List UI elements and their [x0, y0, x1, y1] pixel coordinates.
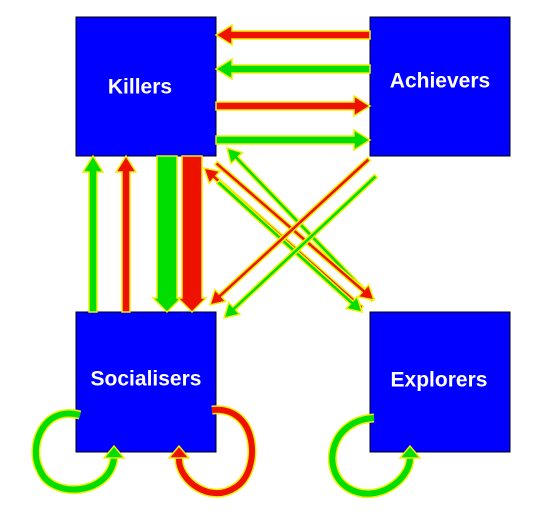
- socialisers-label: Socialisers: [91, 368, 202, 391]
- loop-socialisers-red: [167, 405, 257, 498]
- arrow-killers-to-achievers-red: [215, 94, 372, 118]
- explorers-label: Explorers: [391, 369, 488, 392]
- arrow-killers-to-socialisers-red: [176, 155, 208, 314]
- killers-box: [75, 16, 217, 157]
- arrow-achievers-to-killers-green: [214, 57, 371, 81]
- socialisers-box: [75, 311, 217, 453]
- arrow-killers-to-socialisers-green: [151, 155, 183, 314]
- achievers-box: [369, 16, 511, 157]
- arrow-achievers-to-socialisers-red: [208, 156, 372, 307]
- arrow-killers-to-achievers-green: [215, 128, 372, 152]
- loop-explorers-green: [328, 413, 422, 499]
- arrow-socialisers-to-killers-green: [81, 154, 105, 313]
- achievers-label: Achievers: [390, 70, 490, 93]
- loop-socialisers-green: [31, 409, 126, 494]
- arrow-killers-to-explorers-green: [215, 179, 364, 314]
- explorers-box: [369, 311, 511, 453]
- arrow-achievers-to-killers-red: [214, 23, 371, 47]
- arrow-socialisers-to-killers-red: [114, 154, 138, 313]
- relationship-arrows: [31, 23, 422, 499]
- arrow-achievers-to-socialisers-green: [222, 173, 379, 320]
- killers-label: Killers: [108, 76, 172, 99]
